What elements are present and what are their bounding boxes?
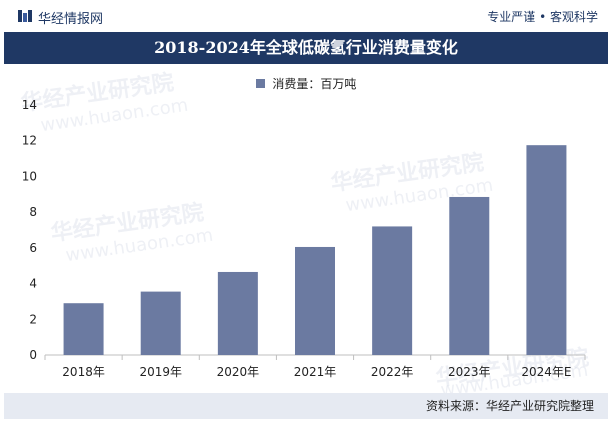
x-tick-label: 2024年E (521, 365, 571, 379)
brand-logo-icon (18, 10, 32, 22)
footer: 资料来源：华经产业研究院整理 (4, 393, 608, 419)
chart-legend: 消费量：百万吨 (0, 75, 612, 92)
x-tick-label: 2022年 (371, 365, 414, 379)
bar (295, 246, 335, 355)
chart-title: 2018-2024年全球低碳氢行业消费量变化 (4, 32, 608, 64)
y-tick-label: 2 (29, 312, 37, 326)
source-note: 资料来源：华经产业研究院整理 (425, 399, 594, 413)
y-tick-label: 12 (22, 134, 37, 148)
y-tick-label: 14 (22, 98, 37, 112)
bar (372, 226, 413, 355)
bar (140, 291, 181, 355)
bar-chart: 0 2 4 6 8 10 12 14 2018年 2019年 2020年 2021年 2022年 2023… (22, 98, 586, 379)
legend-swatch (255, 79, 265, 88)
brand-slogan: 专业严谨 • 客观科学 (487, 10, 598, 24)
y-tick-label: 6 (29, 241, 37, 255)
bar (449, 196, 490, 355)
bar (63, 303, 104, 355)
brand-name: 华经情报网 (38, 12, 104, 27)
y-tick-label: 8 (29, 205, 37, 219)
x-tick-label: 2019年 (139, 365, 182, 379)
x-tick-label: 2018年 (62, 365, 105, 379)
bar (526, 145, 567, 355)
x-tick-label: 2020年 (217, 365, 260, 379)
x-tick-label: 2021年 (294, 365, 337, 379)
x-tick-label: 2023年 (448, 365, 491, 379)
bar (217, 271, 258, 355)
y-tick-label: 0 (29, 348, 37, 362)
legend-label: 消费量：百万吨 (272, 77, 357, 91)
y-tick-label: 4 (29, 277, 37, 291)
top-header: 华经情报网 专业严谨 • 客观科学 (0, 0, 612, 32)
y-tick-label: 10 (22, 169, 37, 183)
